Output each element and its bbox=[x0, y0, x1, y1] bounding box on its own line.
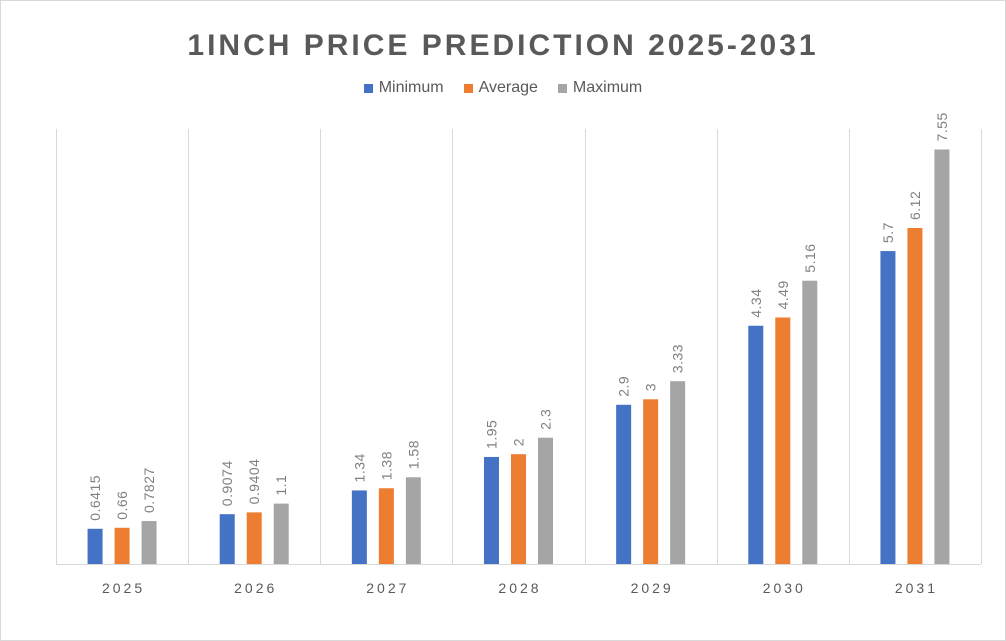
data-label-average-2028: 2 bbox=[511, 438, 527, 446]
data-label-average-2030: 4.49 bbox=[775, 280, 791, 309]
bar-minimum-2025 bbox=[87, 528, 103, 564]
data-label-minimum-2030: 4.34 bbox=[748, 288, 764, 317]
bar-average-2025 bbox=[114, 527, 130, 564]
legend-swatch-maximum bbox=[557, 83, 567, 93]
data-label-average-2029: 3 bbox=[643, 383, 659, 391]
bar-average-2030 bbox=[775, 317, 791, 564]
bar-maximum-2031 bbox=[934, 149, 950, 564]
legend-item-average: Average bbox=[463, 79, 538, 97]
legend-swatch-average bbox=[463, 83, 473, 93]
bar-maximum-2029 bbox=[670, 381, 686, 564]
x-tick-label-2030: 2030 bbox=[763, 580, 806, 596]
data-label-minimum-2026: 0.9074 bbox=[219, 460, 235, 506]
bar-minimum-2029 bbox=[616, 404, 632, 564]
legend-label-minimum: Minimum bbox=[378, 79, 444, 96]
data-label-minimum-2028: 1.95 bbox=[484, 420, 500, 449]
x-tick-label-2028: 2028 bbox=[498, 580, 541, 596]
bar-maximum-2030 bbox=[802, 280, 818, 564]
data-label-average-2026: 0.9404 bbox=[246, 459, 262, 505]
bar-minimum-2028 bbox=[484, 456, 499, 564]
bar-average-2026 bbox=[246, 512, 262, 564]
bar-average-2031 bbox=[907, 228, 923, 564]
bar-minimum-2026 bbox=[219, 514, 235, 564]
legend-swatch-minimum bbox=[363, 83, 373, 93]
bar-minimum-2030 bbox=[748, 325, 764, 564]
x-tick-label-2031: 2031 bbox=[895, 580, 938, 596]
x-tick-label-2027: 2027 bbox=[366, 580, 409, 596]
x-tick-label-2026: 2026 bbox=[234, 580, 277, 596]
data-label-maximum-2027: 1.58 bbox=[405, 440, 421, 469]
data-label-average-2025: 0.66 bbox=[114, 491, 130, 520]
data-label-average-2031: 6.12 bbox=[907, 191, 923, 220]
bar-minimum-2027 bbox=[351, 490, 367, 564]
data-label-maximum-2029: 3.33 bbox=[670, 344, 686, 373]
bar-maximum-2025 bbox=[141, 521, 157, 564]
bar-minimum-2031 bbox=[880, 251, 896, 564]
data-label-maximum-2026: 1.1 bbox=[273, 475, 289, 496]
legend-label-average: Average bbox=[478, 79, 538, 96]
data-label-minimum-2025: 0.6415 bbox=[87, 475, 103, 521]
data-label-maximum-2028: 2.3 bbox=[538, 409, 554, 430]
bar-maximum-2028 bbox=[538, 437, 553, 564]
bar-average-2028 bbox=[511, 454, 526, 564]
chart-title: 1INCH PRICE PREDICTION 2025-2031 bbox=[187, 29, 819, 62]
legend-label-maximum: Maximum bbox=[572, 79, 643, 96]
legend-item-minimum: Minimum bbox=[363, 79, 444, 97]
bar-average-2029 bbox=[643, 399, 659, 564]
data-label-maximum-2031: 7.55 bbox=[934, 112, 950, 141]
data-label-average-2027: 1.38 bbox=[378, 451, 394, 480]
bar-maximum-2027 bbox=[405, 477, 421, 564]
legend-item-maximum: Maximum bbox=[557, 79, 643, 97]
data-label-maximum-2030: 5.16 bbox=[802, 243, 818, 272]
data-label-minimum-2029: 2.9 bbox=[616, 376, 632, 397]
x-tick-label-2025: 2025 bbox=[102, 580, 145, 596]
data-label-maximum-2025: 0.7827 bbox=[141, 467, 157, 513]
bar-maximum-2026 bbox=[273, 503, 289, 564]
legend: Minimum Average Maximum bbox=[1, 79, 1005, 97]
bar-average-2027 bbox=[378, 488, 394, 564]
data-label-minimum-2027: 1.34 bbox=[351, 453, 367, 482]
data-label-minimum-2031: 5.7 bbox=[880, 222, 896, 243]
x-tick-label-2029: 2029 bbox=[631, 580, 674, 596]
